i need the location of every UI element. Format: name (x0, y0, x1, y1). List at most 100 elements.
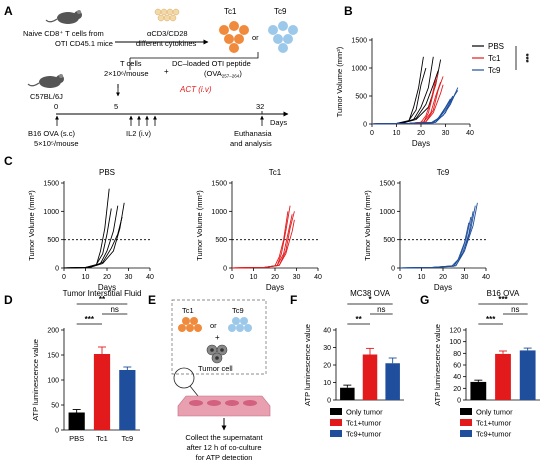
x-tick-label: 0 (398, 274, 402, 281)
legend-swatch-1 (460, 408, 472, 415)
x-tick-label: 40 (482, 274, 490, 281)
bar-1 (470, 381, 487, 400)
act-label: ACT (i.v) (179, 85, 212, 94)
panel-letter-c: C (4, 154, 13, 168)
x-tick-label: 10 (418, 274, 426, 281)
y-axis-label: Tumor Volume (mm³) (363, 190, 372, 261)
legend-label-2: Tc1+tumor (346, 419, 382, 428)
e-tc9-label: Tc9 (232, 306, 244, 315)
y-tick-label: 1000 (43, 209, 59, 216)
legend-swatch-3 (460, 430, 472, 437)
y-tick-label: 0 (223, 266, 227, 273)
series-line-tc9 (399, 202, 478, 269)
plus-label: + (164, 67, 169, 76)
e-tc1-label: Tc1 (182, 306, 194, 315)
naive-cells-icon (154, 8, 180, 22)
day-32: 32 (256, 102, 264, 111)
y-tick-label: 100 (47, 378, 59, 385)
y-tick-label: 0 (327, 398, 331, 405)
legend-swatch-3 (330, 430, 342, 437)
significance-label: *** (85, 315, 95, 324)
y-tick-label: 150 (47, 353, 59, 360)
bar-3 (519, 350, 536, 400)
y-tick-label: 500 (47, 237, 59, 244)
panel-letter-d: D (4, 293, 13, 307)
y-tick-label: 1500 (351, 38, 367, 45)
x-tick-label: 0 (62, 274, 66, 281)
naive-cells-label-2: OTI CD45.1 mice (55, 39, 113, 48)
collect-label-2: after 12 h of co-culture (186, 443, 261, 452)
series-line-pbs (63, 216, 123, 269)
bar-3 (119, 370, 136, 430)
culture-plate-icon (177, 395, 271, 417)
y-tick-label: 500 (215, 237, 227, 244)
panel-letter-b: B (344, 4, 353, 18)
x-axis-label: Days (266, 283, 284, 292)
day-5: 5 (114, 102, 118, 111)
significance-label: *** (521, 53, 530, 63)
legend-swatch-2 (330, 419, 342, 426)
y-tick-label: 1000 (351, 66, 367, 73)
panel-letter-a: A (4, 4, 13, 18)
y-tick-label: 50 (51, 403, 59, 410)
x-tick-label: 40 (466, 130, 474, 137)
chart-title: PBS (99, 168, 115, 177)
b16-label-1: B16 OVA (s.c) (28, 129, 75, 138)
panel-letter-e: E (148, 293, 156, 307)
chart-c-tc1: 0 500 1000 1500 0 10 20 30 40 Days Tumor Volume (m… (195, 168, 322, 292)
legend-label-2: Tc1+tumor (476, 419, 512, 428)
tc1-cells-icon (219, 21, 249, 53)
bar-3 (385, 363, 400, 400)
magnifier-line (189, 385, 199, 397)
y-axis-label: Tumor Volume (mm³) (195, 190, 204, 261)
category-label: Tc9 (121, 434, 133, 443)
y-tick-label: 20 (453, 386, 461, 393)
b16-label-2: 5×10⁵/mouse (34, 139, 79, 148)
legend-swatch-2 (460, 419, 472, 426)
x-tick-label: 10 (82, 274, 90, 281)
x-axis-label: Days (98, 283, 116, 292)
y-axis-label: Tumor Volume (mm³) (27, 190, 36, 261)
coculture-box (171, 299, 267, 375)
panel-e: Tc1 Tc9 or + Tumor cell Collect the sup (171, 299, 271, 462)
series-line-tc9 (399, 216, 472, 269)
x-tick-label: 20 (439, 274, 447, 281)
significance-label: ** (99, 295, 106, 304)
x-tick-label: 30 (442, 130, 450, 137)
collect-label-3: for ATP detection (196, 453, 253, 462)
series-line-pbs (371, 56, 434, 125)
significance-label: ns (511, 305, 519, 314)
series-line-pbs (371, 56, 424, 125)
series-line-tc9 (371, 87, 459, 125)
x-tick-label: 30 (125, 274, 133, 281)
series-line-pbs (63, 188, 110, 269)
y-tick-label: 0 (391, 266, 395, 273)
x-tick-label: 20 (417, 130, 425, 137)
panel-letter-g: G (420, 293, 429, 307)
y-tick-label: 10 (323, 380, 331, 387)
series-line-pbs (63, 202, 125, 269)
il2-label: IL2 (i.v) (126, 129, 152, 138)
chart-title: MC38 OVA (350, 289, 391, 298)
y-tick-label: 500 (355, 94, 367, 101)
y-tick-label: 30 (323, 345, 331, 352)
chart-c-tc9: 0 500 1000 1500 0 10 20 30 40 Days Tumor Volume (m… (363, 168, 490, 292)
y-tick-label: 1000 (211, 209, 227, 216)
tcells-label-2: 2×10⁶/mouse (104, 69, 149, 78)
y-tick-label: 120 (449, 328, 461, 335)
y-tick-label: 1500 (211, 181, 227, 188)
panel-letter-f: F (290, 293, 297, 307)
significance-label: ns (377, 305, 385, 314)
chart-title: Tumor Interstitial Fluid (63, 289, 142, 298)
bar-2 (495, 353, 511, 400)
chart-title: Tc1 (269, 168, 282, 177)
e-or-label: or (210, 321, 217, 330)
euthanasia-label-1: Euthanasia (234, 129, 272, 138)
tc1-label: Tc1 (224, 7, 237, 16)
series-line-tc9 (399, 205, 476, 269)
dc-label-1: DC–loaded OTI peptide (172, 59, 251, 68)
y-tick-label: 40 (453, 374, 461, 381)
x-tick-label: 30 (293, 274, 301, 281)
